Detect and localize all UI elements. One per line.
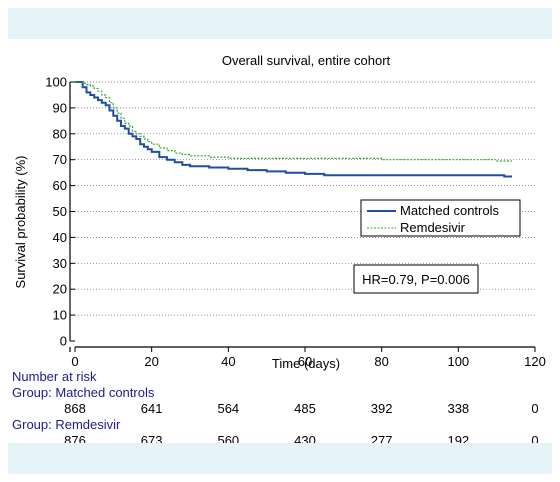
x-tick-label: 120 [524, 354, 546, 369]
y-tick-label: 60 [53, 178, 67, 193]
risk-count: 564 [217, 401, 240, 416]
y-tick-label: 70 [53, 152, 67, 167]
y-tick-label: 100 [45, 75, 67, 90]
x-tick-label: 20 [144, 354, 158, 369]
y-tick-label: 80 [53, 126, 67, 141]
risk-count: 0 [531, 433, 539, 448]
y-tick-label: 0 [60, 334, 67, 349]
y-axis-ticks: 0 10 20 30 40 50 60 70 80 90 100 [45, 75, 75, 349]
x-tick-label: 60 [298, 354, 312, 369]
x-tick-label: 100 [447, 354, 469, 369]
survival-figure: Overall survival, entire cohort 0 10 20 30 4… [8, 39, 552, 448]
survival-curve-matched-controls [75, 81, 512, 178]
chart-title: Overall survival, entire cohort [222, 53, 391, 68]
header-band [8, 8, 552, 39]
x-tick-label: 80 [374, 354, 388, 369]
x-axis-label: Time (days) [272, 356, 340, 371]
y-tick-label: 10 [53, 308, 67, 323]
chart-series [75, 81, 512, 178]
hr-annotation: HR=0.79, P=0.006 [353, 264, 479, 294]
y-tick-label: 30 [53, 256, 67, 271]
chart-legend: Matched controls Remdesivir [360, 199, 521, 237]
risk-count: 392 [370, 401, 393, 416]
y-tick-label: 20 [53, 282, 67, 297]
y-tick-label: 40 [53, 230, 67, 245]
risk-group-label-matched-controls: Group: Matched controls [12, 385, 155, 400]
risk-table-header: Number at risk [12, 369, 97, 384]
risk-count: 641 [140, 401, 163, 416]
x-tick-label: 0 [71, 354, 78, 369]
risk-count: 485 [294, 401, 316, 416]
x-tick-label: 40 [221, 354, 235, 369]
legend-label-remdesivir: Remdesivir [400, 220, 466, 235]
risk-count: 338 [447, 401, 470, 416]
risk-group-label-remdesivir: Group: Remdesivir [12, 417, 121, 432]
risk-count: 0 [531, 401, 539, 416]
y-tick-label: 90 [53, 100, 67, 115]
risk-count: 868 [64, 401, 86, 416]
hr-annotation-text: HR=0.79, P=0.006 [362, 272, 470, 287]
survival-curve-remdesivir [75, 81, 512, 162]
footer-band [8, 443, 552, 474]
y-tick-label: 50 [53, 204, 67, 219]
x-axis-ticks: 0 20 40 60 80 100 120 [71, 347, 546, 369]
km-chart: Overall survival, entire cohort 0 10 20 30 4… [13, 53, 546, 371]
legend-label-matched-controls: Matched controls [400, 203, 499, 218]
y-axis-label: Survival probability (%) [13, 156, 28, 289]
